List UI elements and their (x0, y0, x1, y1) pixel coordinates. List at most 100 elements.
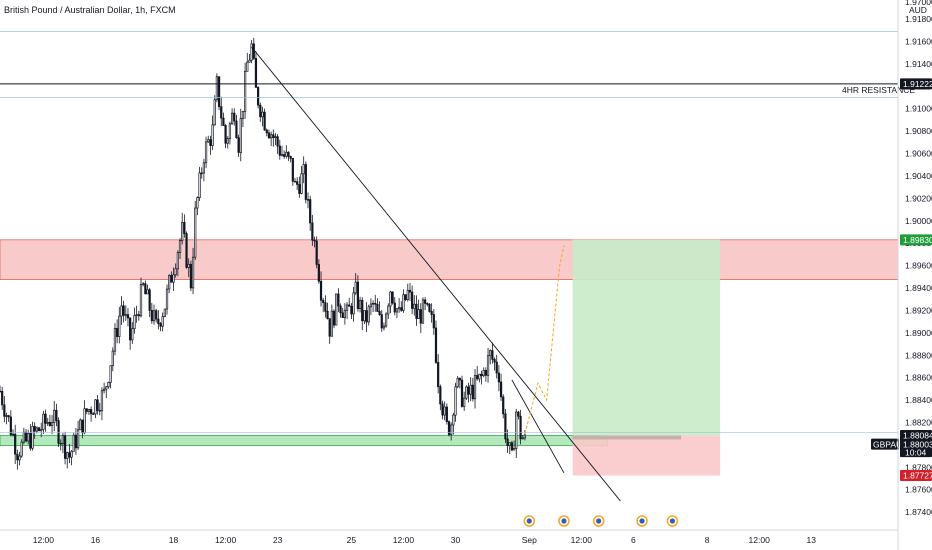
candle (289, 155, 292, 163)
candle (484, 367, 487, 382)
candle (241, 110, 245, 127)
candle-body (458, 377, 461, 381)
candle-body (226, 138, 229, 144)
candle (263, 108, 266, 131)
candle (441, 400, 444, 420)
candle-body (482, 370, 485, 377)
time-tick-label: 25 (347, 535, 357, 545)
candle-body (447, 421, 451, 435)
candle-body (378, 311, 381, 315)
price-tick-label: 1.91000 (905, 104, 932, 114)
candle-body (237, 137, 240, 153)
candle (404, 294, 407, 301)
candle (291, 158, 294, 186)
candle-body (155, 310, 158, 320)
candle-body (228, 123, 232, 139)
candle (120, 296, 123, 325)
time-tick-label: Sep (522, 535, 537, 545)
candle (98, 402, 101, 416)
candle (213, 95, 216, 126)
candle-body (204, 141, 208, 164)
candle (40, 422, 43, 438)
price-axis[interactable]: 1.97000AUD1.918001.916001.914001.912001.… (897, 0, 932, 550)
candle-body (144, 283, 147, 295)
price-tag-time: 10:04 (905, 448, 927, 458)
candle-body (356, 281, 360, 309)
candle (337, 288, 340, 313)
candle (417, 299, 420, 319)
candle-body (252, 43, 255, 59)
price-tag-label: 1.89830 (903, 235, 932, 245)
event-flag-icon (558, 515, 570, 527)
candle-body (341, 312, 344, 319)
candle (489, 349, 492, 365)
candle-body (352, 292, 355, 315)
candle-body (363, 310, 366, 322)
candle (270, 131, 273, 147)
candle-body (161, 316, 164, 327)
candle-body (274, 136, 277, 139)
candle (146, 284, 149, 295)
candle (424, 297, 427, 311)
candle-body (33, 425, 36, 432)
price-tag-bg (900, 439, 932, 458)
time-tick-label: 13 (807, 535, 817, 545)
event-icon-core (526, 518, 532, 524)
candle (207, 135, 210, 143)
target-zone (572, 239, 721, 436)
price-tag: 1.88084 (900, 430, 932, 441)
candle-body (0, 390, 2, 393)
candle (387, 303, 390, 319)
candle-body (454, 386, 457, 416)
candle (365, 302, 368, 332)
candle (306, 192, 310, 209)
candle (189, 260, 192, 292)
price-tag: 1.87727 (900, 470, 932, 482)
candle-body (419, 309, 422, 324)
candle (66, 451, 69, 469)
time-tick-label: 16 (91, 535, 101, 545)
candle-body (122, 305, 125, 316)
candle-body (391, 291, 394, 304)
event-flag-icon (592, 515, 605, 527)
lines-layer: 4HR RESISTANCE GBPAUD (0, 31, 915, 502)
candle (298, 176, 301, 198)
candle-body (376, 303, 379, 312)
candle (144, 280, 147, 295)
candle-body (521, 437, 524, 440)
candle (194, 200, 197, 260)
candle (309, 195, 312, 231)
candle-body (384, 313, 388, 327)
candle-body (265, 129, 268, 134)
candle-body (213, 99, 216, 126)
candle (287, 151, 290, 161)
price-tag-label: 1.88003 (903, 440, 932, 450)
candle-body (109, 365, 112, 383)
candle-body (116, 328, 119, 337)
candle (196, 196, 199, 216)
candle (239, 108, 242, 162)
candle (265, 128, 268, 137)
candle-body (181, 222, 184, 241)
candle-body (87, 409, 91, 412)
candle (458, 377, 461, 389)
candle-body (319, 280, 323, 301)
symbol-badge-bg (871, 438, 899, 450)
candle-body (476, 375, 479, 380)
candle (250, 40, 253, 64)
candle-body (57, 420, 60, 444)
candle (237, 134, 240, 157)
candle-body (263, 111, 266, 131)
candle (16, 449, 19, 470)
candle-body (406, 289, 409, 300)
candle-body (198, 172, 201, 199)
candle (172, 267, 175, 291)
candle-body (317, 264, 320, 282)
candle-body (257, 87, 260, 106)
candle-body (326, 310, 329, 319)
candle-body (434, 327, 438, 363)
candle (341, 307, 344, 319)
candle-body (322, 299, 325, 303)
time-axis[interactable]: 12:00 16 18 12:00 23 25 12:00 30 Sep 12:00 6 8 12:00… (0, 529, 898, 545)
